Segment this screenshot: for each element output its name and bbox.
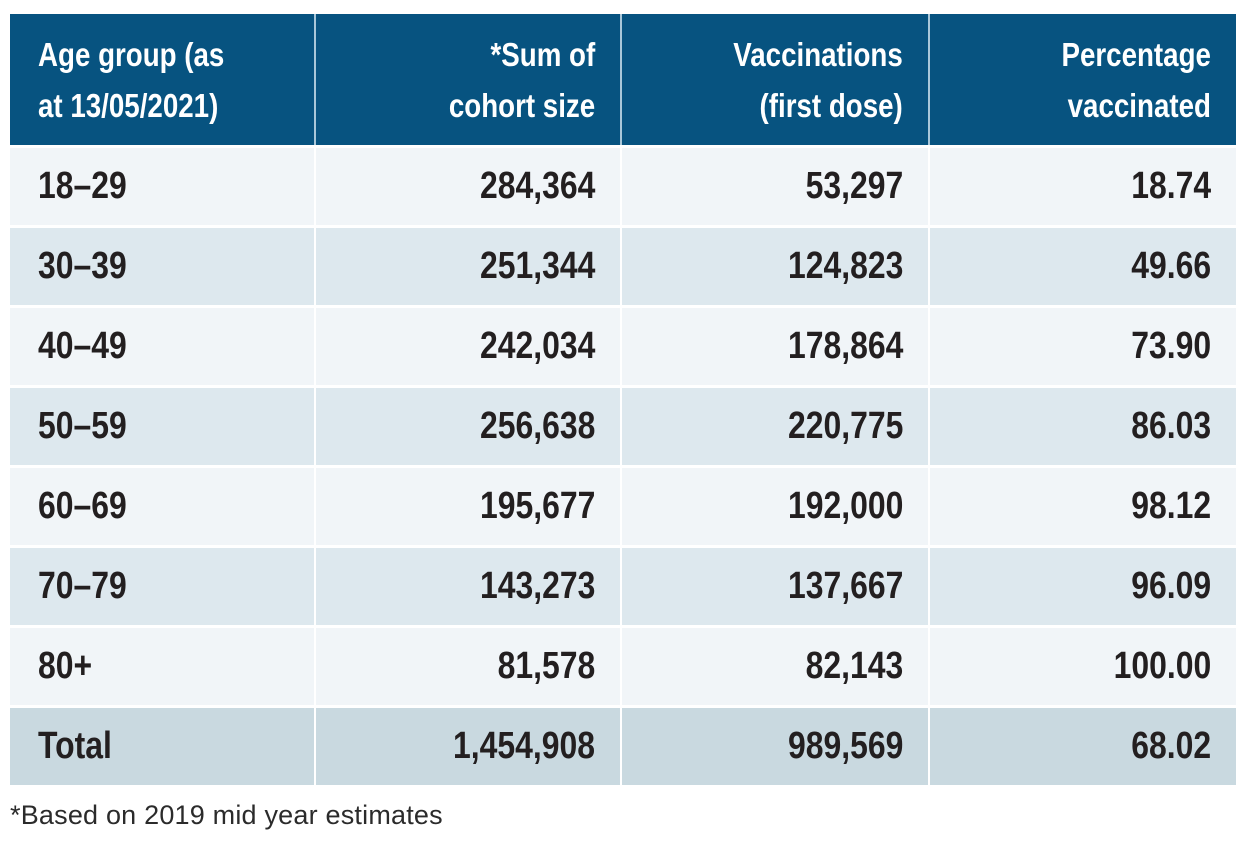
vaccinations-value: 124,823 [787, 245, 903, 287]
cell-vaccinations: 989,569 [622, 708, 930, 785]
cell-age-group: 50–59 [10, 388, 316, 465]
cohort-size-value: 1,454,908 [452, 725, 595, 767]
cell-age-group: 40–49 [10, 308, 316, 385]
age-group-value: Total [38, 725, 112, 767]
cell-cohort-size: 242,034 [316, 308, 622, 385]
percentage-value: 68.02 [1131, 725, 1211, 767]
cell-age-group: 60–69 [10, 468, 316, 545]
percentage-value: 73.90 [1131, 325, 1211, 367]
age-group-value: 30–39 [38, 245, 127, 287]
percentage-value: 49.66 [1131, 245, 1211, 287]
vaccination-table: Age group (as at 13/05/2021) *Sum of coh… [10, 14, 1236, 785]
table-row-80-plus: 80+ 81,578 82,143 100.00 [10, 628, 1236, 708]
cohort-size-value: 195,677 [479, 485, 595, 527]
age-group-value: 70–79 [38, 565, 127, 607]
header-cell-cohort-size: *Sum of cohort size [316, 14, 622, 145]
cell-cohort-size: 256,638 [316, 388, 622, 465]
cell-percentage: 73.90 [930, 308, 1236, 385]
percentage-value: 18.74 [1131, 165, 1211, 207]
cell-percentage: 96.09 [930, 548, 1236, 625]
cell-vaccinations: 192,000 [622, 468, 930, 545]
vaccinations-value: 53,297 [805, 165, 903, 207]
cell-vaccinations: 220,775 [622, 388, 930, 465]
cohort-size-value: 242,034 [479, 325, 595, 367]
footnote: *Based on 2019 mid year estimates [10, 800, 443, 830]
cell-vaccinations: 53,297 [622, 148, 930, 225]
cell-percentage: 68.02 [930, 708, 1236, 785]
vaccinations-value: 989,569 [787, 725, 903, 767]
cell-percentage: 49.66 [930, 228, 1236, 305]
cohort-size-value: 143,273 [479, 565, 595, 607]
cell-age-group: 18–29 [10, 148, 316, 225]
header-label-age-group: Age group (as at 13/05/2021) [38, 35, 225, 124]
table-row-30-39: 30–39 251,344 124,823 49.66 [10, 228, 1236, 308]
cell-cohort-size: 284,364 [316, 148, 622, 225]
vaccinations-value: 220,775 [787, 405, 903, 447]
table-row-50-59: 50–59 256,638 220,775 86.03 [10, 388, 1236, 468]
cell-vaccinations: 124,823 [622, 228, 930, 305]
age-group-value: 18–29 [38, 165, 127, 207]
vaccinations-value: 178,864 [787, 325, 903, 367]
cohort-size-value: 81,578 [497, 645, 595, 687]
cell-age-group: 80+ [10, 628, 316, 705]
vaccinations-value: 192,000 [787, 485, 903, 527]
table-row-60-69: 60–69 195,677 192,000 98.12 [10, 468, 1236, 548]
table-row-70-79: 70–79 143,273 137,667 96.09 [10, 548, 1236, 628]
cell-percentage: 100.00 [930, 628, 1236, 705]
header-label-cohort-size: *Sum of cohort size [448, 35, 595, 124]
cohort-size-value: 251,344 [479, 245, 595, 287]
cell-vaccinations: 82,143 [622, 628, 930, 705]
age-group-value: 60–69 [38, 485, 127, 527]
table-header-row: Age group (as at 13/05/2021) *Sum of coh… [10, 14, 1236, 148]
table-row-18-29: 18–29 284,364 53,297 18.74 [10, 148, 1236, 228]
age-group-value: 50–59 [38, 405, 127, 447]
header-cell-age-group: Age group (as at 13/05/2021) [10, 14, 316, 145]
cell-age-group: 30–39 [10, 228, 316, 305]
cell-percentage: 86.03 [930, 388, 1236, 465]
header-label-vaccinations: Vaccinations (first dose) [733, 35, 903, 124]
vaccinations-value: 137,667 [787, 565, 903, 607]
cohort-size-value: 284,364 [479, 165, 595, 207]
cell-cohort-size: 143,273 [316, 548, 622, 625]
percentage-value: 100.00 [1113, 645, 1211, 687]
table-row-40-49: 40–49 242,034 178,864 73.90 [10, 308, 1236, 388]
age-group-value: 40–49 [38, 325, 127, 367]
header-cell-vaccinations: Vaccinations (first dose) [622, 14, 930, 145]
table-row-total: Total 1,454,908 989,569 68.02 [10, 708, 1236, 785]
cell-percentage: 18.74 [930, 148, 1236, 225]
cell-vaccinations: 137,667 [622, 548, 930, 625]
cell-cohort-size: 195,677 [316, 468, 622, 545]
cell-vaccinations: 178,864 [622, 308, 930, 385]
percentage-value: 96.09 [1131, 565, 1211, 607]
age-group-value: 80+ [38, 645, 93, 687]
vaccinations-value: 82,143 [805, 645, 903, 687]
cell-percentage: 98.12 [930, 468, 1236, 545]
percentage-value: 98.12 [1131, 485, 1211, 527]
cell-cohort-size: 1,454,908 [316, 708, 622, 785]
cell-cohort-size: 251,344 [316, 228, 622, 305]
cell-age-group: Total [10, 708, 316, 785]
cell-cohort-size: 81,578 [316, 628, 622, 705]
cell-age-group: 70–79 [10, 548, 316, 625]
cohort-size-value: 256,638 [479, 405, 595, 447]
header-cell-percentage: Percentage vaccinated [930, 14, 1236, 145]
percentage-value: 86.03 [1131, 405, 1211, 447]
header-label-percentage: Percentage vaccinated [1061, 35, 1211, 124]
